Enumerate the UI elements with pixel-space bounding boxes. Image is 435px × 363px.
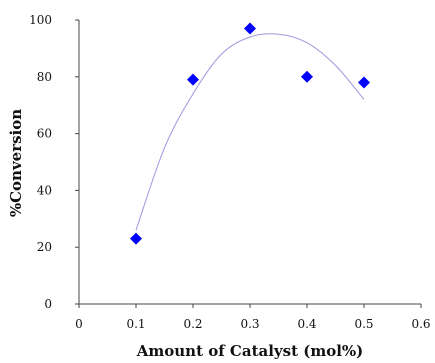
y-ticks: 0 20 40 60 80 100 [29,13,79,311]
trendline [135,33,365,231]
y-tick-label: 40 [37,183,52,197]
x-tick-label: 0.3 [240,317,259,331]
data-point [244,22,256,35]
y-tick-label: 100 [29,13,52,27]
y-axis-title: %Conversion [7,109,25,217]
x-ticks: 0 0.1 0.2 0.3 0.4 0.5 0.6 [75,304,431,331]
data-point [358,76,370,89]
x-tick-label: 0 [75,317,83,331]
y-tick-label: 80 [37,70,52,84]
plot-area: 0 20 40 60 80 100 0 0.1 0.2 0.3 0.4 0.5 0.6 [29,13,430,331]
y-tick-label: 0 [44,297,52,311]
data-point [187,73,199,86]
x-tick-label: 0.4 [297,317,316,331]
y-tick-label: 60 [37,127,52,141]
y-tick-label: 20 [37,240,52,254]
x-axis-title: Amount of Catalyst (mol%) [136,342,364,360]
x-tick-label: 0.1 [126,317,145,331]
data-points [130,22,370,245]
x-tick-label: 0.2 [183,317,202,331]
x-tick-label: 0.5 [354,317,373,331]
x-tick-label: 0.6 [411,317,430,331]
data-point [130,232,142,245]
data-point [301,70,313,83]
